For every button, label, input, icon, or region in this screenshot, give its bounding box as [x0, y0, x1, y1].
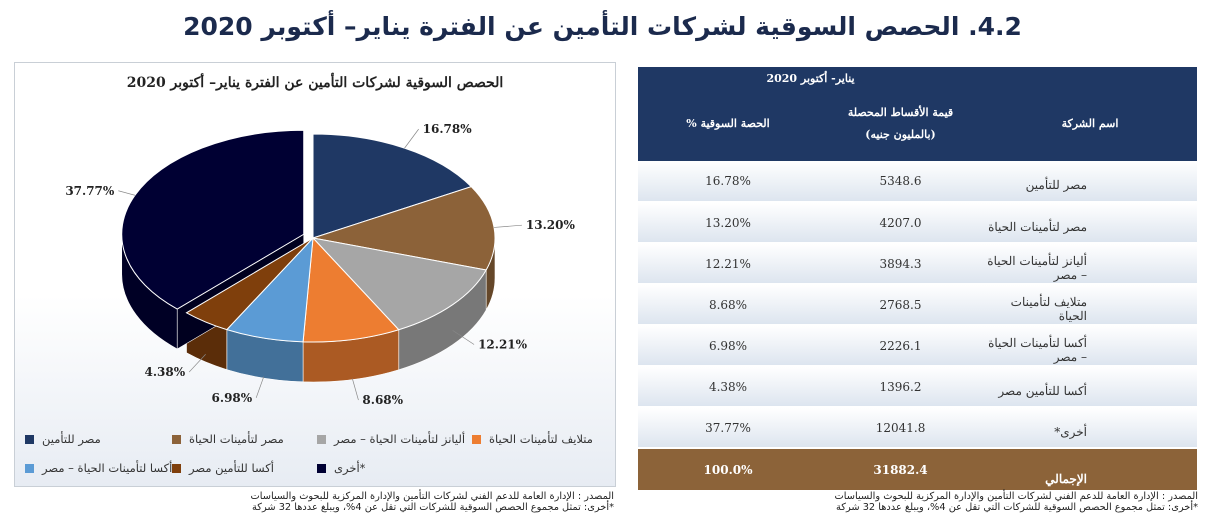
pie-data-label: 16.78%: [423, 122, 473, 136]
legend-label: أكسا لتأمينات الحياة – مصر: [42, 461, 173, 475]
premiums-cell: 12041.8: [818, 407, 984, 449]
legend-swatch: [317, 463, 326, 473]
premiums-cell: 1396.2: [818, 366, 984, 408]
premiums-cell: 2226.1: [818, 325, 984, 367]
table-row: متلايف لتأمينات الحياة 2768.5 8.68%: [638, 284, 1198, 326]
period-header: يناير- أكتوبر 2020: [638, 67, 984, 87]
pie-slice: [312, 186, 496, 271]
pie-leader-lines: [118, 128, 522, 401]
company-column-header: اسم الشركة: [983, 87, 1198, 161]
legend-item: مصر لتأمينات الحياة: [172, 432, 284, 446]
source-line: المصدر : الإدارة العامة للدعم الفني لشرك…: [250, 491, 614, 502]
company-cell: أكسا للتأمين مصر: [983, 366, 1198, 408]
legend-label: مصر للتأمين: [42, 432, 101, 446]
legend-label: أخرى*: [334, 461, 366, 475]
premiums-column-header: قيمة الأقساط المحصلة (بالمليون جنيه): [818, 87, 984, 161]
pie-leader-line: [188, 354, 206, 373]
company-cell: مصر للتأمين: [983, 161, 1198, 203]
pie-leader-line: [494, 224, 522, 228]
share-cell: 6.98%: [638, 325, 819, 367]
table-row: مصر لتأمينات الحياة 4207.0 13.20%: [638, 202, 1198, 244]
footnote-line: *أخرى: تمثل مجموع الحصص السوقية للشركات …: [836, 502, 1198, 513]
premiums-cell: 2768.5: [818, 284, 984, 326]
legend-swatch: [317, 434, 326, 444]
pie-leader-line: [118, 190, 136, 196]
pie-data-label: 12.21%: [478, 337, 528, 351]
legend-swatch: [25, 463, 34, 473]
legend-item: مصر للتأمين: [25, 432, 101, 446]
company-cell: أليانز لتأمينات الحياة – مصر: [983, 243, 1198, 285]
share-cell: 13.20%: [638, 202, 819, 244]
pie-slice: [302, 236, 400, 343]
pie-data-label: 8.68%: [362, 393, 403, 407]
table-source-note: المصدر : الإدارة العامة للدعم الفني لشرك…: [598, 491, 1198, 513]
pie-data-label: 4.38%: [144, 365, 185, 379]
legend-item: أليانز لتأمينات الحياة – مصر: [317, 432, 465, 446]
table-row: أكسا لتأمينات الحياة – مصر 2226.1 6.98%: [638, 325, 1198, 367]
table-row: مصر للتأمين 5348.6 16.78%: [638, 161, 1198, 203]
table-row: أكسا للتأمين مصر 1396.2 4.38%: [638, 366, 1198, 408]
legend-item: أخرى*: [317, 461, 365, 475]
premiums-cell: 5348.6: [818, 161, 984, 203]
pie-leader-line: [255, 376, 265, 398]
pie-chart-panel: الحصص السوقية لشركات التأمين عن الفترة ي…: [14, 62, 616, 487]
premiums-cell: 3894.3: [818, 243, 984, 285]
pie-chart: 16.78% 13.20% 12.21% 8.68% 6.98% 4.38% 37.77%: [65, 122, 575, 407]
source-line: المصدر : الإدارة العامة للدعم الفني لشرك…: [834, 491, 1198, 502]
pie-leader-line: [452, 330, 475, 345]
legend-label: أليانز لتأمينات الحياة – مصر: [334, 432, 466, 446]
share-cell: 37.77%: [638, 407, 819, 449]
legend-swatch: [172, 463, 181, 473]
legend-swatch: [472, 434, 481, 444]
pie-data-label: 37.77%: [65, 184, 115, 198]
table-row: أخرى* 12041.8 37.77%: [638, 407, 1198, 449]
footnote-line: *أخرى: تمثل مجموع الحصص السوقية للشركات …: [252, 502, 614, 513]
pie-leader-line: [404, 128, 419, 149]
company-cell: مصر لتأمينات الحياة: [983, 202, 1198, 244]
pie-data-label: 6.98%: [212, 391, 253, 405]
legend-item: متلايف لتأمينات الحياة: [472, 432, 593, 446]
share-cell: 8.68%: [638, 284, 819, 326]
total-share-cell: 100.0%: [638, 448, 819, 492]
pie-slice: [311, 237, 487, 331]
premiums-cell: 4207.0: [818, 202, 984, 244]
company-cell: أخرى*: [983, 407, 1198, 449]
legend-item: أكسا للتأمين مصر: [172, 461, 274, 475]
chart-source-note: المصدر : الإدارة العامة للدعم الفني لشرك…: [14, 491, 614, 513]
pie-slice: [185, 237, 314, 331]
table-row: أليانز لتأمينات الحياة – مصر 3894.3 12.2…: [638, 243, 1198, 285]
table-header-cell: [983, 67, 1198, 87]
legend-item: أكسا لتأمينات الحياة – مصر: [25, 461, 172, 475]
total-premiums-cell: 31882.4: [818, 448, 984, 492]
pie-labels: 16.78% 13.20% 12.21% 8.68% 6.98% 4.38% 37.77%: [65, 122, 575, 407]
company-cell: متلايف لتأمينات الحياة: [983, 284, 1198, 326]
market-share-table: يناير- أكتوبر 2020 اسم الشركة قيمة الأقس…: [638, 67, 1198, 492]
legend-swatch: [172, 434, 181, 444]
share-column-header: الحصة السوقية %: [638, 87, 819, 161]
pie-slice: [121, 129, 305, 310]
pie-leader-line: [352, 378, 359, 401]
page-title: 4.2. الحصص السوقية لشركات التأمين عن الف…: [183, 12, 1022, 41]
pie-tops: [121, 129, 496, 343]
share-cell: 12.21%: [638, 243, 819, 285]
legend-label: متلايف لتأمينات الحياة: [489, 432, 593, 446]
total-row: الإجمالي 31882.4 100.0%: [638, 448, 1198, 492]
chart-title: الحصص السوقية لشركات التأمين عن الفترة ي…: [126, 75, 504, 91]
share-cell: 16.78%: [638, 161, 819, 203]
legend-swatch: [25, 434, 34, 444]
legend-label: مصر لتأمينات الحياة: [189, 432, 284, 446]
legend-label: أكسا للتأمين مصر: [189, 461, 274, 475]
company-cell: أكسا لتأمينات الحياة – مصر: [983, 325, 1198, 367]
chart-legend: مصر للتأمين مصر لتأمينات الحياة أليانز ل…: [12, 428, 597, 484]
pie-data-label: 13.20%: [526, 218, 576, 232]
total-label-cell: الإجمالي: [983, 448, 1198, 492]
share-cell: 4.38%: [638, 366, 819, 408]
